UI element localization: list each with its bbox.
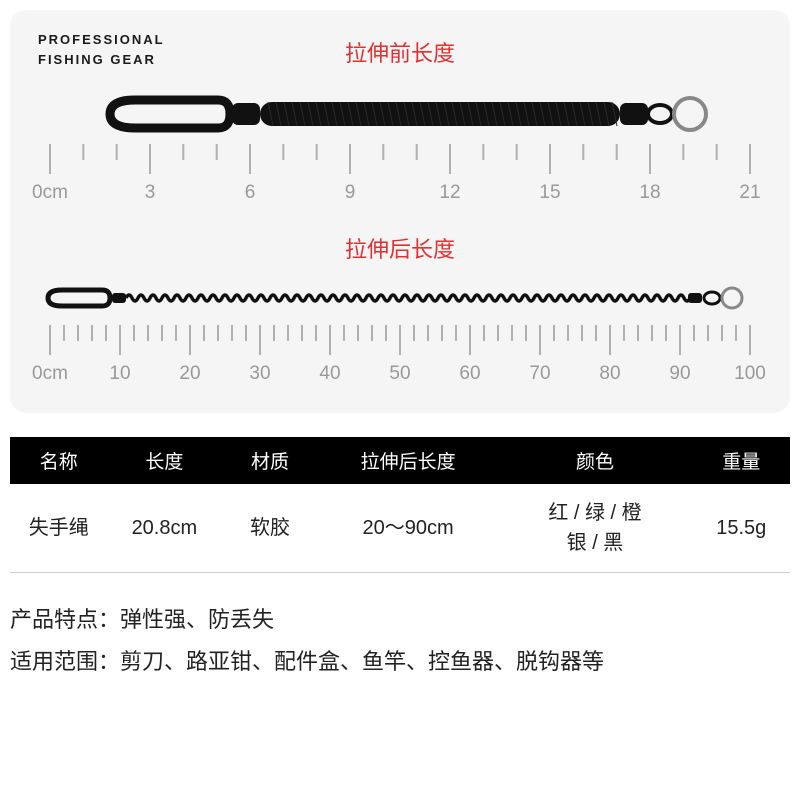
svg-text:90: 90 <box>669 363 690 384</box>
cell-length: 20.8cm <box>108 484 222 573</box>
brand-l1: PROFESSIONAL <box>38 32 165 47</box>
svg-text:70: 70 <box>529 363 550 384</box>
ruler-stretched: 0cm 10 20 30 40 50 60 70 80 90 100 <box>30 323 770 393</box>
svg-text:0cm: 0cm <box>32 363 68 384</box>
brand-mark: PROFESSIONAL FISHING GEAR <box>38 30 165 69</box>
col-header: 名称 <box>10 437 108 484</box>
col-header: 颜色 <box>497 437 692 484</box>
svg-text:6: 6 <box>245 182 256 203</box>
product-details: 产品特点：弹性强、防丢失 适用范围：剪刀、路亚钳、配件盒、鱼竿、控鱼器、脱钩器等 <box>10 599 790 683</box>
svg-text:21: 21 <box>739 182 760 203</box>
col-header: 拉伸后长度 <box>319 437 498 484</box>
svg-text:10: 10 <box>109 363 130 384</box>
ruler-compressed: 0cm 3 6 9 12 15 18 21 <box>30 142 770 212</box>
svg-text:80: 80 <box>599 363 620 384</box>
detail-line: 产品特点：弹性强、防丢失 <box>10 599 790 641</box>
svg-text:9: 9 <box>345 182 356 203</box>
measurement-panel: PROFESSIONAL FISHING GEAR 拉伸前长度 0cm36912… <box>10 10 790 413</box>
svg-text:18: 18 <box>639 182 660 203</box>
cell-stretched: 20～90cm <box>319 484 498 573</box>
svg-text:100: 100 <box>734 363 766 384</box>
table-row: 失手绳 20.8cm 软胶 20～90cm 红 / 绿 / 橙 银 / 黑 15… <box>10 484 790 573</box>
detail-line: 适用范围：剪刀、路亚钳、配件盒、鱼竿、控鱼器、脱钩器等 <box>10 641 790 683</box>
cell-material: 软胶 <box>221 484 319 573</box>
cell-name: 失手绳 <box>10 484 108 573</box>
brand-l2: FISHING GEAR <box>38 52 156 67</box>
svg-text:30: 30 <box>249 363 270 384</box>
svg-text:0cm: 0cm <box>32 182 68 203</box>
svg-text:3: 3 <box>145 182 156 203</box>
cell-colors: 红 / 绿 / 橙 银 / 黑 <box>497 484 692 573</box>
svg-text:15: 15 <box>539 182 560 203</box>
spec-table: 名称长度材质拉伸后长度颜色重量 失手绳 20.8cm 软胶 20～90cm 红 … <box>10 437 790 573</box>
svg-text:50: 50 <box>389 363 410 384</box>
lanyard-compressed-diagram <box>30 72 770 142</box>
label-after-stretch: 拉伸后长度 <box>30 232 770 264</box>
svg-text:60: 60 <box>459 363 480 384</box>
lanyard-stretched-diagram <box>30 268 770 323</box>
col-header: 材质 <box>221 437 319 484</box>
svg-text:20: 20 <box>179 363 200 384</box>
col-header: 长度 <box>108 437 222 484</box>
svg-text:40: 40 <box>319 363 340 384</box>
svg-text:12: 12 <box>439 182 460 203</box>
col-header: 重量 <box>692 437 790 484</box>
cell-weight: 15.5g <box>692 484 790 573</box>
